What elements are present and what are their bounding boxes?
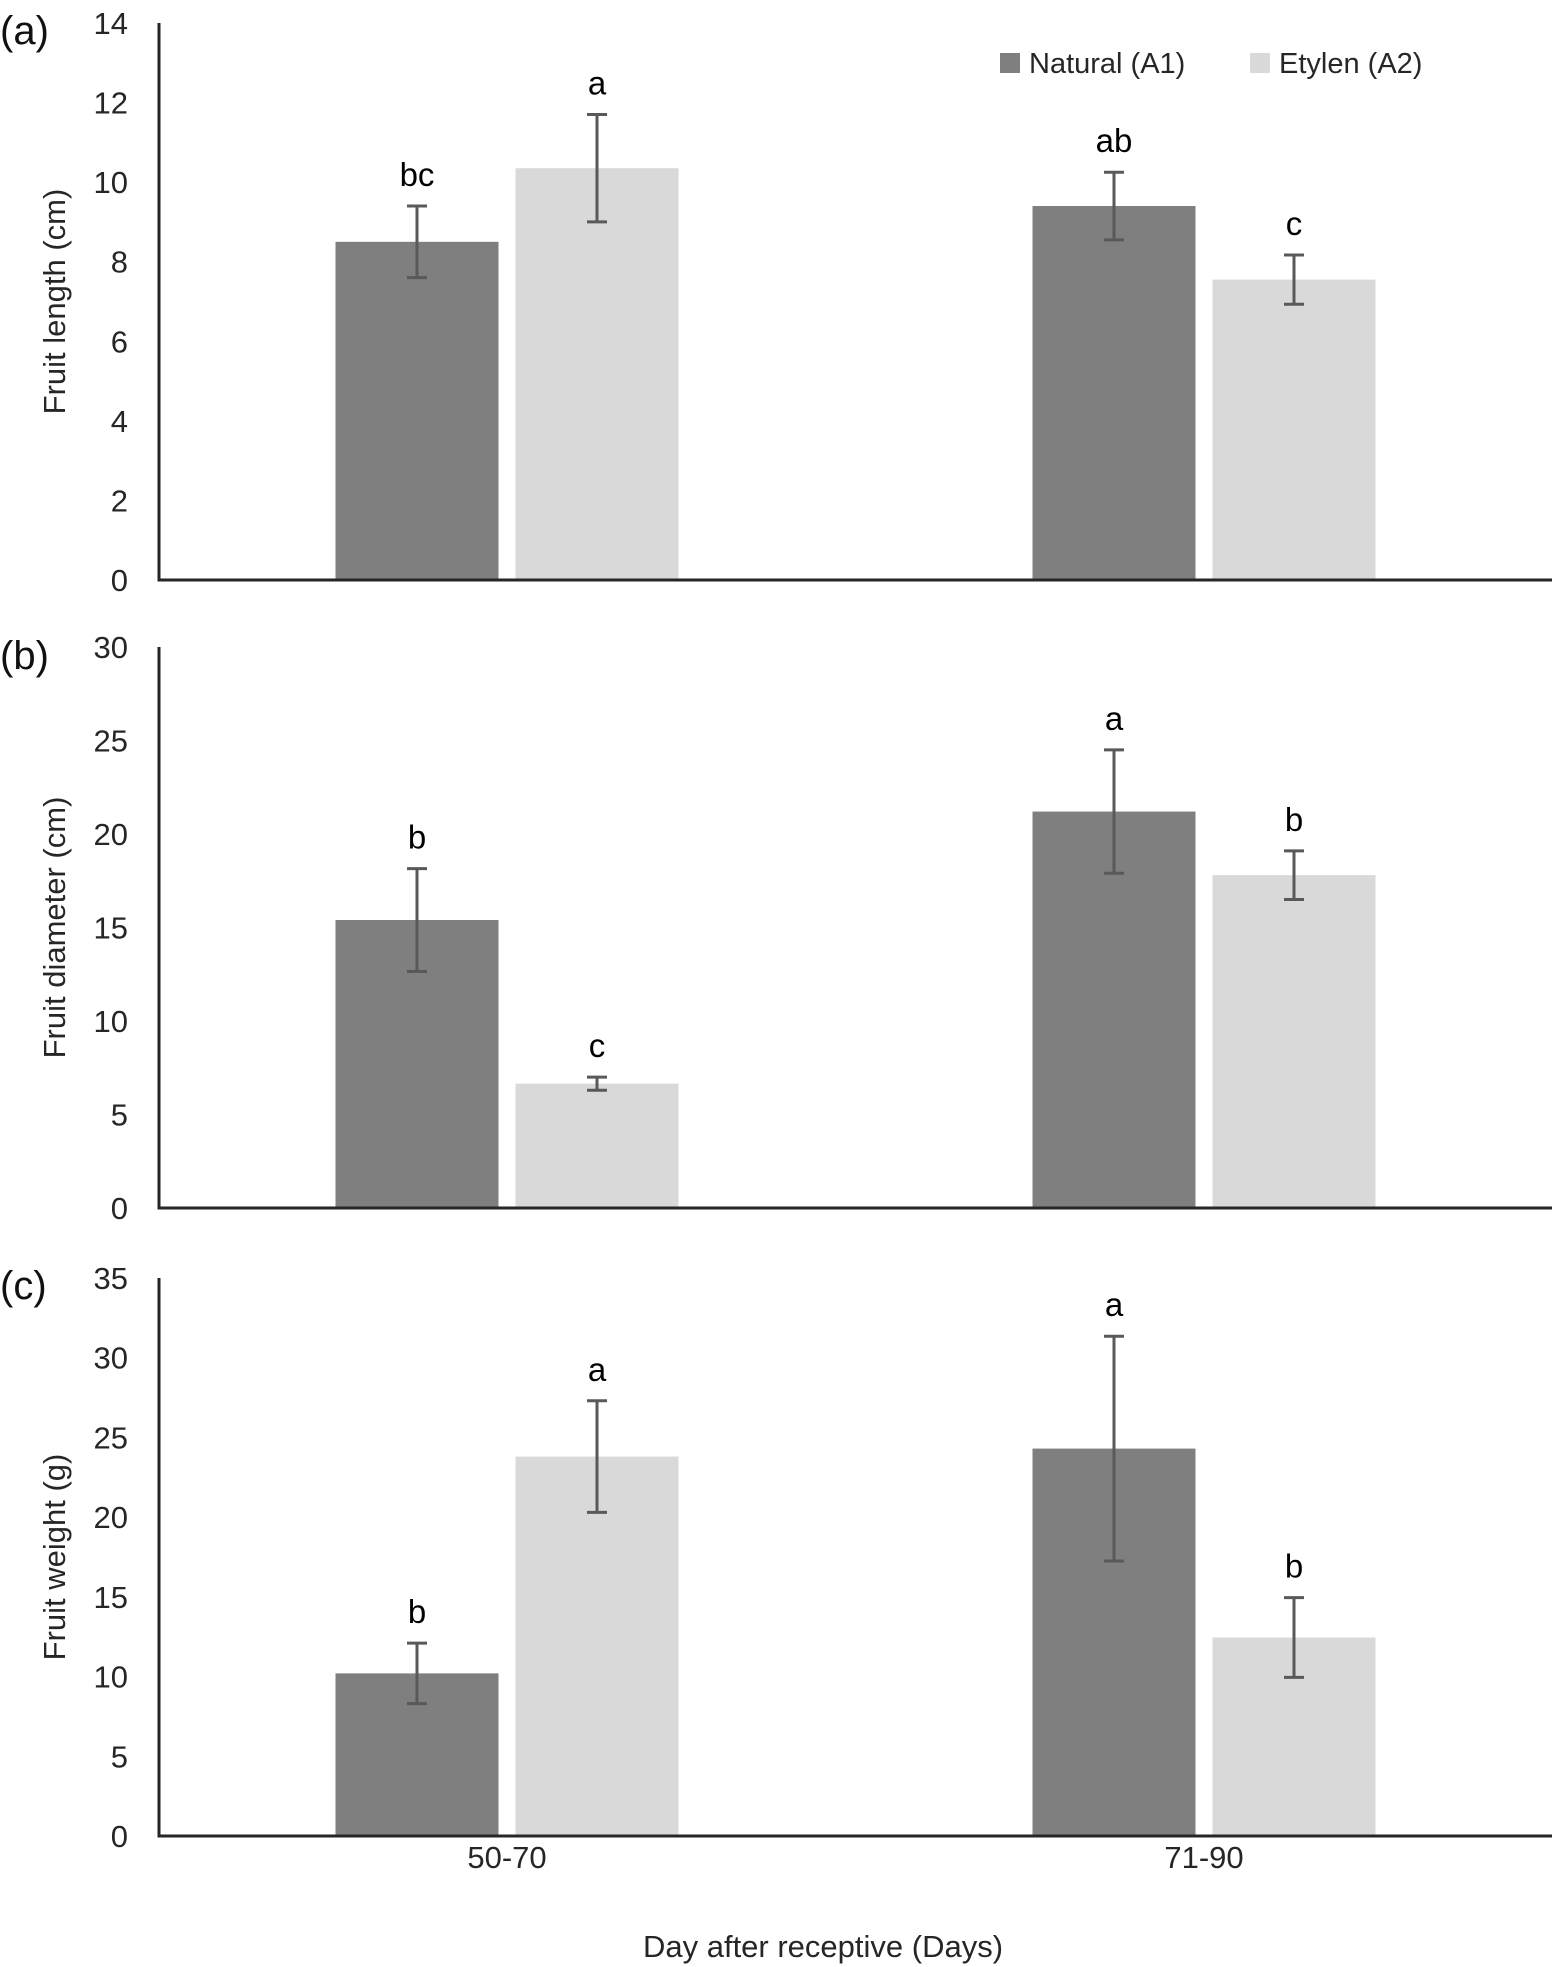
y-tick-label: 5: [111, 1739, 128, 1774]
y-tick-label: 15: [94, 911, 128, 946]
bar-natural-a1: [335, 241, 499, 581]
bar-natural-a1: [1032, 811, 1196, 1208]
significance-letter: b: [1285, 1548, 1303, 1585]
legend-swatch-etylen-a2: [1250, 53, 1270, 73]
y-tick-label: 20: [94, 1500, 128, 1535]
y-tick-label: 0: [111, 1819, 128, 1854]
y-tick-label: 10: [94, 1004, 128, 1039]
error-bar: [587, 113, 607, 224]
y-tick-label: 8: [111, 245, 128, 280]
panel-label: (a): [0, 9, 49, 53]
y-tick-label: 14: [94, 6, 128, 41]
y-tick-label: 6: [111, 324, 128, 359]
bar-etylen-a2: [1212, 875, 1376, 1208]
y-tick-label: 20: [94, 817, 128, 852]
chart-panel-b: (b) 0 5 10 15 20 25 30 Fruit diameter (cm) b a c b: [0, 630, 1552, 1226]
y-tick-label: 2: [111, 483, 128, 518]
y-axis-label: Fruit length (cm): [37, 189, 72, 415]
y-axis-label: Fruit weight (g): [37, 1454, 72, 1661]
y-tick-label: 10: [94, 165, 128, 200]
significance-letter: b: [408, 819, 426, 856]
legend-label: Natural (A1): [1029, 48, 1185, 80]
chart-panel-a: (a) 0 2 4 6 8 10 12 14 Fruit length (cm) bc ab a c Nat…: [0, 6, 1552, 598]
y-tick-label: 25: [94, 724, 128, 759]
axis-lines: [157, 23, 1552, 582]
y-tick-label: 0: [111, 1191, 128, 1226]
x-tick-label: 71-90: [1164, 1840, 1243, 1875]
error-bar: [587, 1399, 607, 1514]
significance-letter: a: [1105, 1286, 1124, 1323]
y-tick-label: 10: [94, 1660, 128, 1695]
y-tick-label: 25: [94, 1420, 128, 1455]
significance-letter: a: [1105, 700, 1124, 737]
error-bar: [1284, 1596, 1304, 1679]
bar-natural-a1: [1032, 206, 1196, 580]
significance-letter: b: [1285, 801, 1303, 838]
error-bar: [1284, 253, 1304, 306]
panel-label: (c): [0, 1264, 47, 1308]
significance-letter: b: [408, 1593, 426, 1630]
error-bar: [407, 204, 427, 280]
significance-letter: c: [589, 1027, 606, 1064]
bar-etylen-a2: [515, 1456, 679, 1836]
y-tick-label: 4: [111, 404, 128, 439]
significance-letter: a: [588, 1351, 607, 1388]
x-axis-label: Day after receptive (Days): [643, 1929, 1003, 1964]
y-axis-label: Fruit diameter (cm): [37, 797, 72, 1059]
significance-letter: c: [1286, 205, 1303, 242]
significance-letter: a: [588, 65, 607, 102]
axis-lines: [157, 647, 1552, 1210]
legend: Natural (A1) Etylen (A2): [1000, 48, 1422, 80]
significance-letter: bc: [400, 156, 435, 193]
error-bar: [587, 1075, 607, 1092]
bar-etylen-a2: [515, 168, 679, 581]
y-tick-label: 15: [94, 1580, 128, 1615]
x-tick-label: 50-70: [467, 1840, 546, 1875]
error-bar: [1104, 170, 1124, 242]
legend-label: Etylen (A2): [1279, 48, 1422, 80]
error-bar: [1284, 849, 1304, 901]
bar-etylen-a2: [515, 1083, 679, 1208]
y-tick-label: 0: [111, 563, 128, 598]
axis-lines: [157, 1278, 1552, 1838]
y-tick-label: 30: [94, 630, 128, 665]
chart-panel-c: (c) 0 5 10 15 20 25 30 35 Fruit weight (g) b a a b 50-…: [0, 1261, 1552, 1964]
legend-swatch-natural-a1: [1000, 53, 1020, 73]
error-bar: [1104, 1334, 1124, 1563]
significance-letter: ab: [1096, 122, 1133, 159]
y-tick-label: 12: [94, 86, 128, 121]
error-bar: [1104, 748, 1124, 875]
y-tick-label: 5: [111, 1098, 128, 1133]
error-bar: [407, 1641, 427, 1706]
y-tick-label: 35: [94, 1261, 128, 1296]
panel-label: (b): [0, 634, 49, 678]
bar-etylen-a2: [1212, 279, 1376, 580]
y-tick-label: 30: [94, 1341, 128, 1376]
error-bar: [407, 867, 427, 973]
